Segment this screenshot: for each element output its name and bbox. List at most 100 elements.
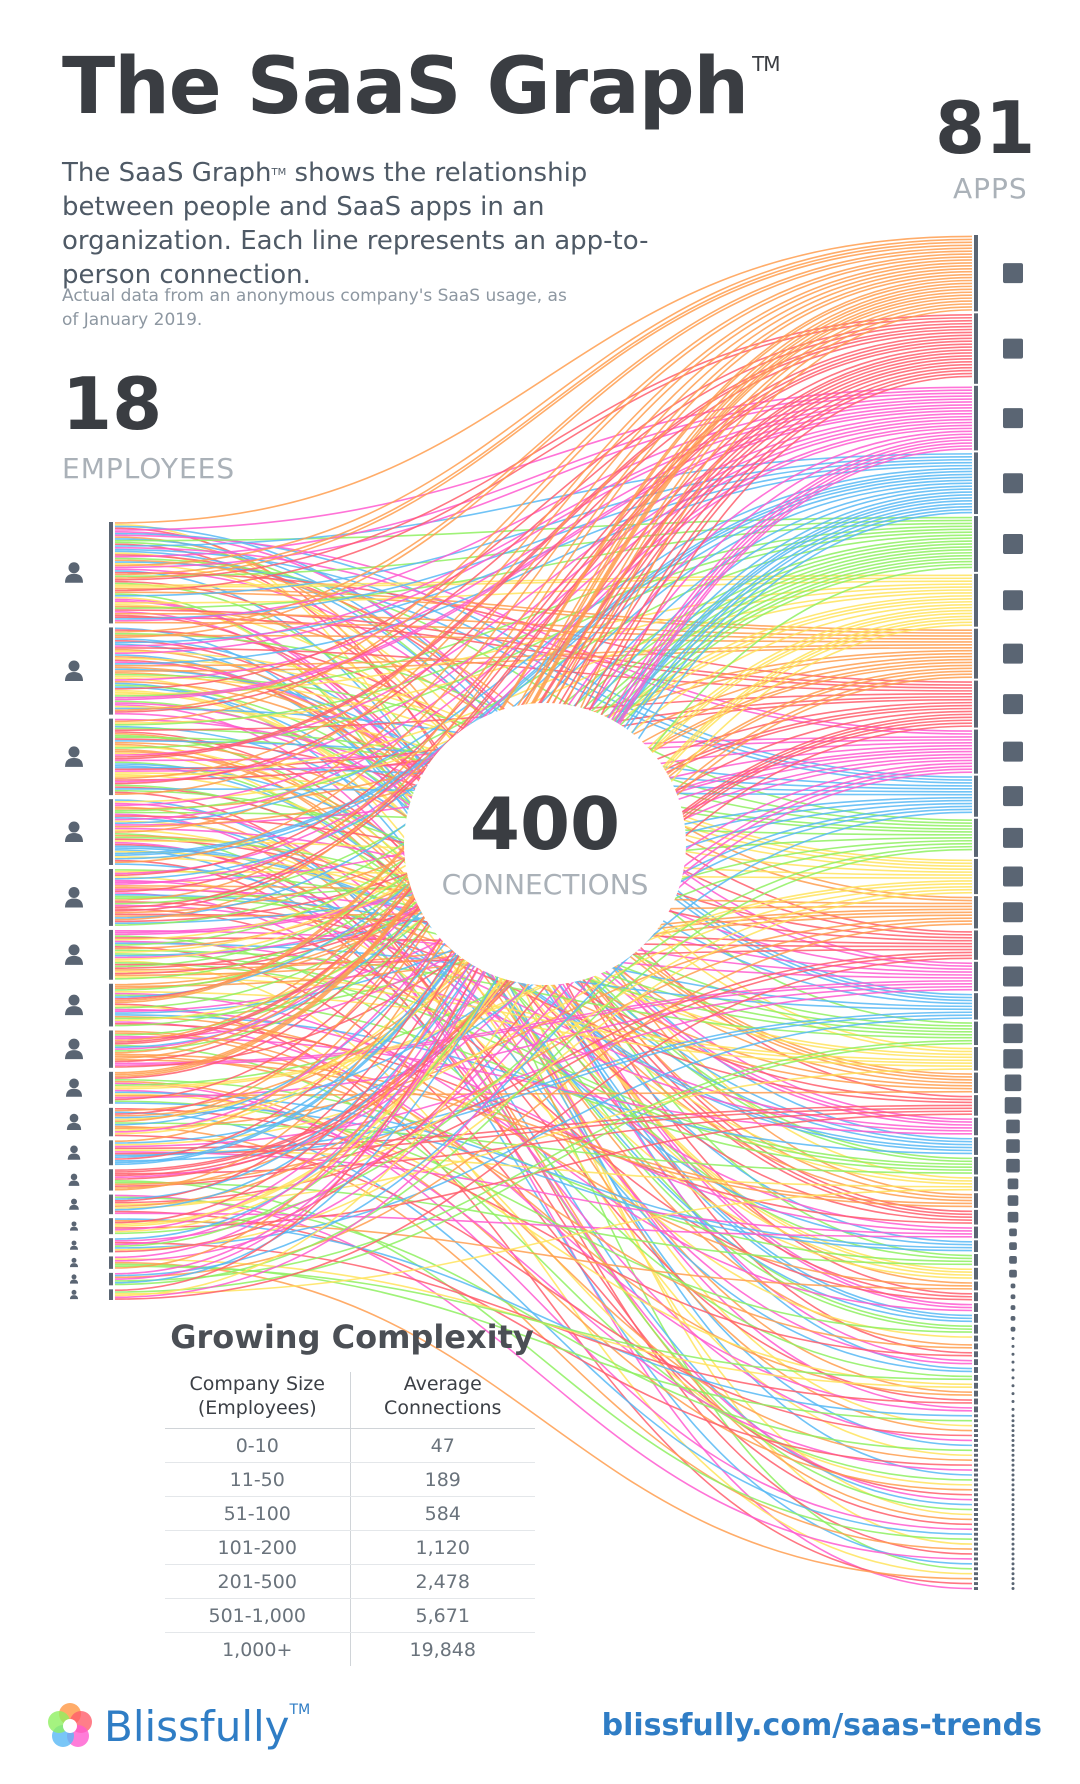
connection-line bbox=[114, 418, 973, 807]
app-square-icon bbox=[1003, 827, 1023, 848]
connection-line bbox=[114, 294, 973, 1076]
blissfully-brand[interactable]: BlissfullyTM bbox=[44, 1700, 310, 1752]
connection-line bbox=[114, 238, 973, 567]
app-square-icon bbox=[1011, 1587, 1015, 1591]
app-square-icon bbox=[1010, 1305, 1016, 1310]
employee-bar bbox=[109, 1140, 113, 1166]
connection-line bbox=[114, 954, 973, 1204]
connection-line bbox=[114, 276, 973, 1002]
app-bar bbox=[974, 385, 978, 451]
description: The SaaS GraphTM shows the relationship … bbox=[62, 158, 649, 290]
app-bar bbox=[974, 1176, 978, 1192]
app-square-icon bbox=[1011, 1360, 1015, 1364]
employee-bar bbox=[109, 1256, 113, 1269]
person-icon bbox=[69, 1274, 79, 1284]
employee-bar bbox=[109, 1218, 113, 1235]
connection-line bbox=[114, 1181, 973, 1266]
employee-bar bbox=[109, 1238, 113, 1253]
app-square-icon bbox=[1003, 408, 1023, 429]
page-title: The SaaS Graph TM bbox=[62, 42, 781, 132]
app-square-icon bbox=[1003, 473, 1023, 494]
connection-line bbox=[114, 1042, 973, 1293]
app-bar bbox=[974, 1537, 978, 1541]
app-square-icon bbox=[1011, 1368, 1015, 1372]
connection-line bbox=[114, 291, 973, 1074]
connection-line bbox=[114, 580, 973, 604]
app-bar bbox=[974, 1478, 978, 1482]
connection-line bbox=[114, 279, 973, 1004]
app-bar bbox=[974, 1438, 978, 1442]
app-bar bbox=[974, 1281, 978, 1291]
person-icon bbox=[65, 562, 83, 583]
app-bar bbox=[974, 1193, 978, 1208]
connection-line bbox=[114, 1265, 973, 1381]
app-bar bbox=[974, 1532, 978, 1536]
connection-line bbox=[114, 892, 973, 1442]
app-bar bbox=[974, 1303, 978, 1312]
apps-count: 81 bbox=[935, 86, 1036, 170]
app-square-icon bbox=[1011, 1434, 1015, 1438]
app-square-icon bbox=[1011, 1392, 1015, 1396]
app-square-icon bbox=[1003, 786, 1023, 807]
app-square-icon bbox=[1006, 1158, 1020, 1173]
app-bar bbox=[974, 1503, 978, 1507]
connection-line bbox=[114, 847, 973, 1152]
app-bar bbox=[974, 628, 978, 679]
connection-line bbox=[114, 1090, 973, 1097]
employee-icons bbox=[65, 562, 83, 1300]
app-bar bbox=[974, 1226, 978, 1239]
app-square-icon bbox=[1011, 1458, 1015, 1462]
complexity-title: Growing Complexity bbox=[170, 1318, 534, 1356]
app-bar bbox=[974, 1419, 978, 1423]
app-bar bbox=[974, 1517, 978, 1521]
app-square-icon bbox=[1011, 1567, 1015, 1571]
connection-line bbox=[114, 768, 973, 1262]
app-square-icon bbox=[1011, 1537, 1015, 1541]
app-square-icon bbox=[1010, 1326, 1016, 1332]
connection-line bbox=[114, 1017, 973, 1249]
connection-line bbox=[114, 273, 973, 921]
connection-line bbox=[114, 235, 973, 524]
connection-line bbox=[114, 267, 973, 864]
app-bar bbox=[974, 1095, 978, 1116]
app-square-icon bbox=[1006, 1139, 1020, 1153]
employee-bar bbox=[109, 799, 113, 865]
connection-line bbox=[114, 241, 973, 576]
connection-line bbox=[114, 725, 973, 1253]
saas-trends-link[interactable]: blissfully.com/saas-trends bbox=[601, 1708, 1042, 1743]
connection-line bbox=[114, 427, 973, 885]
app-bars bbox=[974, 235, 978, 1590]
connection-line bbox=[114, 883, 973, 1090]
data-note: Actual data from an anonymous company's … bbox=[62, 286, 567, 330]
app-bar bbox=[974, 1156, 978, 1175]
app-square-icon bbox=[1011, 1547, 1015, 1551]
connection-line bbox=[114, 1003, 973, 1585]
app-square-icon bbox=[1009, 1269, 1017, 1278]
app-square-icon bbox=[1011, 1522, 1015, 1526]
app-square-icon bbox=[1011, 1478, 1015, 1482]
person-icon bbox=[69, 1289, 79, 1300]
table-row: 501-1,000 5,671 bbox=[165, 1598, 535, 1633]
connection-line bbox=[114, 1011, 973, 1157]
app-bar bbox=[974, 1547, 978, 1551]
app-square-icon bbox=[1011, 1429, 1015, 1433]
connection-line bbox=[114, 957, 973, 1300]
app-bar bbox=[974, 961, 978, 992]
connection-line bbox=[114, 424, 973, 875]
connection-line bbox=[114, 482, 973, 919]
employee-bar bbox=[109, 1194, 113, 1215]
col-company-size: Company Size (Employees) bbox=[165, 1372, 351, 1429]
app-square-icon bbox=[1011, 1527, 1015, 1531]
app-bar bbox=[974, 1508, 978, 1512]
apps-label: APPS bbox=[953, 172, 1028, 205]
app-square-icon bbox=[1003, 643, 1023, 664]
connection-line bbox=[114, 917, 973, 1130]
person-icon bbox=[65, 1038, 83, 1060]
blissfully-logo-icon bbox=[48, 1703, 92, 1747]
app-bar bbox=[974, 1557, 978, 1561]
app-bar bbox=[974, 1587, 978, 1590]
connection-line bbox=[114, 337, 973, 893]
app-bar bbox=[974, 1374, 978, 1381]
app-square-icon bbox=[1007, 1178, 1019, 1190]
